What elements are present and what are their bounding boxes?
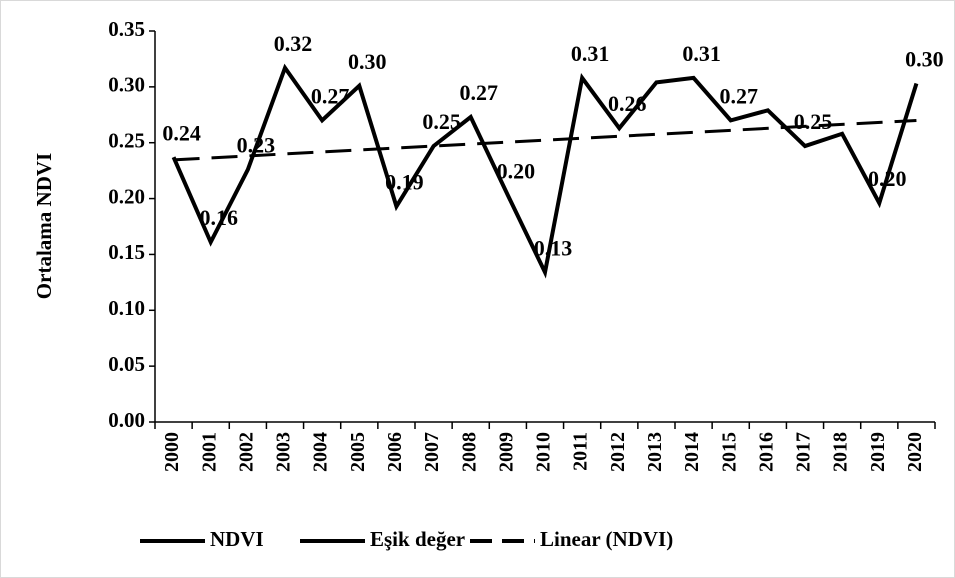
x-tick-label: 2019 xyxy=(867,432,889,472)
x-tick-label: 2009 xyxy=(495,432,517,472)
x-tick-label: 2015 xyxy=(718,432,740,472)
x-tick-label: 2012 xyxy=(607,432,629,472)
y-tick-label: 0.25 xyxy=(108,129,145,153)
y-tick-label: 0.00 xyxy=(108,408,145,432)
data-label: 0.24 xyxy=(162,120,201,145)
data-label: 0.20 xyxy=(497,158,536,183)
x-tick-label: 2001 xyxy=(198,432,220,472)
trend-line xyxy=(173,118,917,162)
data-label: 0.26 xyxy=(608,91,647,116)
legend-label: Eşik değer xyxy=(370,527,465,551)
y-tick-label: 0.15 xyxy=(108,240,145,264)
data-label: 0.27 xyxy=(459,80,498,105)
data-label: 0.16 xyxy=(199,205,238,230)
x-tick-label: 2020 xyxy=(904,432,926,472)
data-label: 0.19 xyxy=(385,169,424,194)
x-tick-label: 2011 xyxy=(570,432,592,471)
x-tick-label: 2013 xyxy=(644,432,666,472)
data-label: 0.30 xyxy=(348,49,387,74)
y-tick-label: 0.05 xyxy=(108,352,145,376)
legend-label: Linear (NDVI) xyxy=(540,527,673,551)
x-tick-label: 2003 xyxy=(273,432,295,472)
y-tick-label: 0.10 xyxy=(108,296,145,320)
y-tick-label: 0.35 xyxy=(108,17,145,41)
x-tick-label: 2006 xyxy=(384,432,406,472)
data-label: 0.13 xyxy=(534,235,573,260)
x-tick-label: 2000 xyxy=(161,432,183,472)
data-label: 0.25 xyxy=(422,109,461,134)
data-label: 0.31 xyxy=(682,41,721,66)
data-label: 0.32 xyxy=(274,31,313,56)
y-tick-label: 0.20 xyxy=(108,184,145,208)
data-line xyxy=(171,63,919,279)
data-label: 0.27 xyxy=(719,83,758,108)
x-tick-label: 2014 xyxy=(681,432,703,472)
x-tick-label: 2007 xyxy=(421,432,443,472)
y-axis-label: Ortalama NDVI xyxy=(32,153,56,299)
data-label: 0.31 xyxy=(571,41,610,66)
x-tick-label: 2008 xyxy=(458,432,480,472)
x-tick-label: 2002 xyxy=(235,432,257,472)
data-label: 0.30 xyxy=(905,47,944,72)
y-tick-label: 0.30 xyxy=(108,73,145,97)
x-tick-label: 2016 xyxy=(755,432,777,472)
legend-label: NDVI xyxy=(210,527,264,551)
x-tick-label: 2018 xyxy=(830,432,852,472)
x-tick-label: 2010 xyxy=(533,432,555,472)
x-tick-label: 2005 xyxy=(347,432,369,472)
x-tick-label: 2004 xyxy=(310,432,332,472)
data-label: 0.20 xyxy=(868,166,907,191)
data-label: 0.25 xyxy=(794,109,833,134)
x-tick-label: 2017 xyxy=(793,432,815,472)
data-label: 0.27 xyxy=(311,83,350,108)
